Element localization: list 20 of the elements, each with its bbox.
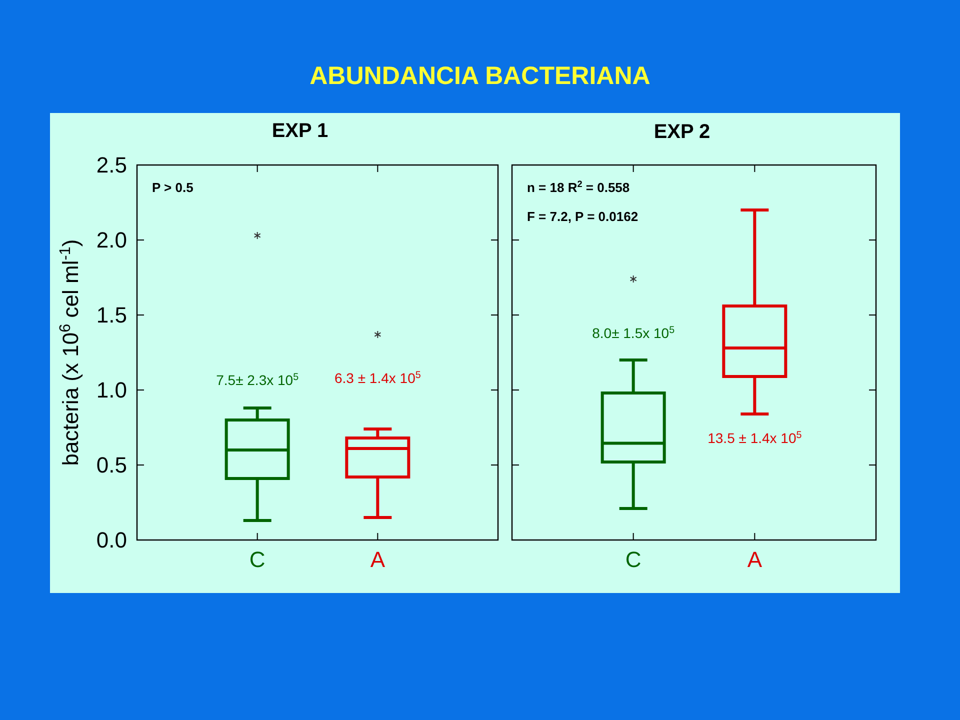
annotation: 6.3 ± 1.4x 10$^{5}$ bbox=[334, 370, 422, 386]
x-tick-label: C bbox=[625, 547, 642, 572]
annotation: 7.5± 2.3x 10$^{5}$ bbox=[216, 372, 300, 388]
y-tick-label: 1.0 bbox=[96, 378, 127, 403]
x-tick-label: C bbox=[249, 547, 266, 572]
chart-subtitle: EXP 1 bbox=[272, 120, 328, 142]
y-tick-label: 2.5 bbox=[96, 152, 127, 178]
x-tick-label: A bbox=[370, 547, 386, 572]
annotation: 13.5 ± 1.4x 10$^{5}$ bbox=[708, 430, 802, 446]
annotation: P > 0.5 bbox=[152, 180, 194, 195]
y-tick-label: 0.0 bbox=[96, 528, 127, 553]
annotation: n = 18 R$^{2}$ = 0.558 bbox=[527, 179, 630, 195]
y-tick-label: 2.0 bbox=[96, 228, 127, 253]
chart-subtitle: EXP 2 bbox=[654, 121, 710, 143]
y-tick-label: 0.5 bbox=[96, 452, 127, 478]
annotation: F = 7.2, P = 0.0162 bbox=[527, 209, 638, 224]
annotation: 8.0± 1.5x 10$^{5}$ bbox=[592, 324, 676, 341]
chart-title: ABUNDANCIA BACTERIANA bbox=[310, 62, 650, 90]
x-tick-label: A bbox=[747, 547, 762, 572]
y-tick-label: 1.5 bbox=[96, 302, 127, 328]
